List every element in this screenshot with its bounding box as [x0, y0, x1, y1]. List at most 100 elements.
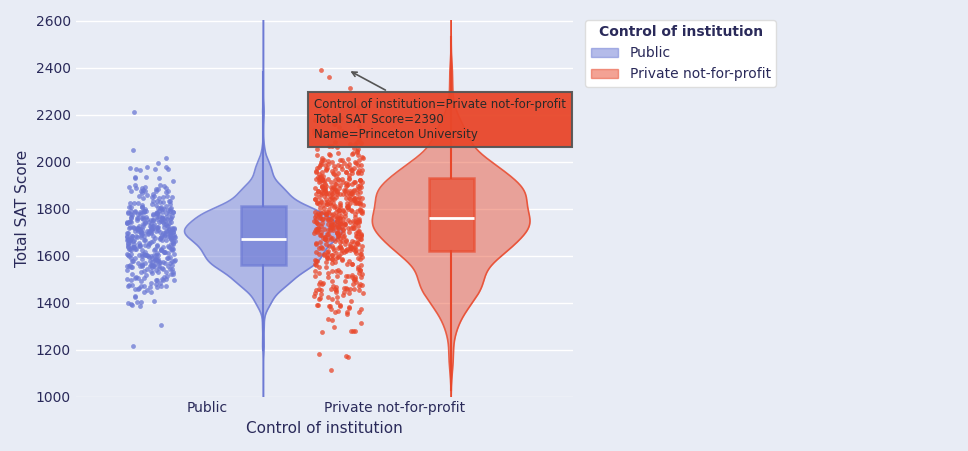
- Point: [322, 224, 338, 231]
- Point: [129, 299, 144, 306]
- Point: [165, 240, 180, 247]
- Point: [332, 190, 348, 198]
- Point: [329, 272, 345, 280]
- Point: [136, 220, 151, 227]
- Point: [326, 170, 342, 177]
- Point: [141, 222, 157, 229]
- Point: [136, 214, 151, 221]
- Point: [136, 209, 152, 216]
- Point: [348, 160, 364, 167]
- Point: [339, 238, 354, 245]
- Point: [349, 146, 365, 153]
- Point: [119, 219, 135, 226]
- Text: Control of institution=Private not-for-profit
Total SAT Score=2390
Name=Princeto: Control of institution=Private not-for-p…: [314, 72, 566, 141]
- Point: [309, 240, 324, 247]
- Point: [135, 187, 150, 194]
- Point: [316, 208, 331, 216]
- Point: [347, 195, 362, 202]
- Point: [153, 233, 168, 240]
- Point: [163, 198, 178, 205]
- Point: [163, 201, 178, 208]
- Point: [311, 193, 326, 201]
- Point: [143, 230, 159, 237]
- Point: [348, 140, 363, 147]
- Point: [323, 220, 339, 227]
- Point: [327, 308, 343, 315]
- Point: [166, 209, 181, 216]
- Point: [135, 203, 150, 211]
- Point: [313, 197, 328, 204]
- Point: [156, 224, 171, 231]
- Point: [328, 194, 344, 201]
- Point: [347, 328, 362, 335]
- Point: [343, 297, 358, 304]
- Point: [131, 285, 146, 293]
- Point: [340, 217, 355, 224]
- Point: [320, 226, 336, 234]
- Point: [352, 266, 368, 273]
- Point: [319, 248, 335, 255]
- Point: [165, 244, 180, 251]
- Point: [122, 245, 137, 253]
- Point: [126, 243, 141, 250]
- Point: [148, 281, 164, 288]
- Point: [152, 235, 167, 242]
- Point: [324, 296, 340, 303]
- Point: [350, 254, 366, 261]
- Point: [131, 224, 146, 231]
- Point: [148, 255, 164, 262]
- Point: [353, 208, 369, 215]
- Point: [331, 207, 347, 214]
- Point: [332, 235, 348, 242]
- Point: [347, 276, 362, 283]
- Point: [338, 168, 353, 175]
- Point: [353, 273, 369, 281]
- Point: [134, 262, 149, 269]
- Legend: Public, Private not-for-profit: Public, Private not-for-profit: [585, 20, 776, 87]
- Point: [326, 247, 342, 254]
- Point: [123, 213, 138, 220]
- Point: [157, 248, 172, 255]
- Point: [131, 240, 146, 247]
- Point: [138, 174, 154, 181]
- Point: [336, 285, 351, 292]
- Point: [318, 190, 334, 198]
- Point: [353, 319, 369, 327]
- Point: [350, 183, 366, 190]
- Point: [143, 238, 159, 245]
- Point: [354, 253, 370, 261]
- Point: [348, 278, 364, 285]
- Point: [124, 281, 139, 289]
- Point: [351, 193, 367, 201]
- Point: [120, 210, 136, 217]
- Point: [134, 269, 149, 276]
- Point: [327, 202, 343, 210]
- Point: [341, 229, 356, 236]
- Point: [166, 269, 181, 276]
- Point: [160, 166, 175, 173]
- Point: [137, 205, 153, 212]
- Point: [164, 205, 179, 212]
- Point: [322, 152, 338, 159]
- Point: [133, 233, 148, 240]
- Point: [310, 301, 325, 308]
- Point: [342, 188, 357, 195]
- Point: [336, 207, 351, 214]
- Point: [120, 208, 136, 216]
- Point: [342, 196, 357, 203]
- Point: [318, 183, 333, 190]
- Point: [161, 249, 176, 256]
- Point: [318, 199, 334, 206]
- Point: [346, 238, 361, 245]
- Point: [320, 217, 336, 224]
- Point: [307, 230, 322, 237]
- Point: [130, 233, 145, 240]
- Point: [308, 116, 323, 124]
- Point: [336, 215, 351, 222]
- Point: [323, 185, 339, 193]
- Point: [341, 289, 356, 296]
- Y-axis label: Total SAT Score: Total SAT Score: [15, 150, 30, 267]
- Point: [352, 235, 368, 242]
- Point: [123, 215, 138, 222]
- Point: [158, 154, 173, 161]
